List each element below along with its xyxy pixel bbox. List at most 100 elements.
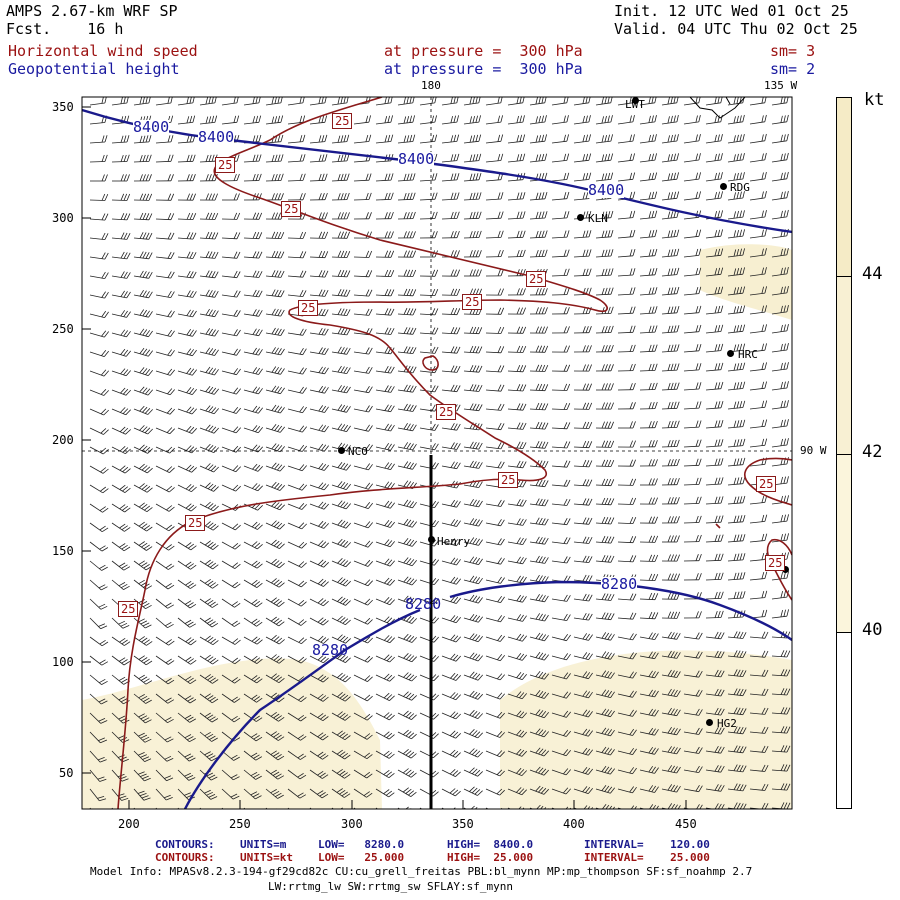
wind-barb-flag (252, 116, 256, 124)
wind-barb (353, 674, 368, 682)
wind-barb-flag (280, 407, 285, 414)
wind-barb (507, 160, 523, 163)
wind-barb-flag (390, 192, 394, 200)
wind-barb-flag (187, 697, 194, 702)
wind-barb-flag (431, 269, 436, 277)
wind-barb-flag (320, 714, 327, 720)
wind-barb-flag (301, 638, 307, 644)
wind-barb (177, 579, 191, 589)
wind-barb-flag (277, 97, 280, 104)
wind-barb-flag (535, 230, 539, 238)
wind-barb (595, 750, 611, 756)
wind-barb-flag (389, 521, 396, 528)
wind-barb (375, 179, 392, 182)
wind-barb (133, 465, 148, 474)
wind-barb-flag (676, 709, 681, 716)
wind-barb-flag (475, 269, 479, 277)
wind-barb-flag (670, 211, 674, 219)
wind-barb-flag (148, 174, 152, 182)
wind-barb-flag (145, 719, 152, 724)
wind-barb (133, 294, 149, 299)
wind-barb-flag (403, 135, 407, 143)
wind-barb-flag (472, 576, 478, 583)
wind-barb-flag (211, 622, 219, 628)
wind-barb-flag (139, 212, 144, 220)
wind-barb-flag (139, 425, 145, 431)
wind-barb-flag (434, 192, 438, 200)
wind-barb-flag (786, 400, 789, 408)
wind-barb-flag (278, 736, 285, 741)
wind-barb-flag (214, 232, 219, 240)
wind-barb-flag (717, 248, 721, 256)
wind-barb (749, 235, 765, 239)
wind-barb-flag (340, 424, 346, 431)
wind-barb-flag (99, 759, 107, 763)
wind-barb (639, 350, 656, 353)
wind-barb-flag (104, 291, 109, 299)
wind-barb-flag (714, 707, 719, 715)
wind-barb-flag (538, 537, 543, 544)
wind-barb-flag (474, 789, 481, 795)
wind-barb-flag (140, 813, 147, 815)
wind-barb-flag (538, 517, 543, 525)
wind-barb-flag (563, 768, 569, 775)
wind-barb-flag (651, 172, 655, 180)
wind-barb (705, 559, 722, 562)
wind-barb-flag (204, 635, 211, 641)
wind-barb-flag (148, 291, 153, 299)
wind-barb-flag (739, 419, 743, 428)
wind-barb (551, 750, 567, 757)
wind-barb (639, 370, 656, 372)
wind-barb-flag (453, 327, 458, 334)
wind-barb-flag (408, 578, 415, 585)
wind-barb-flag (277, 290, 282, 297)
wind-barb-flag (255, 135, 259, 143)
wind-barb (221, 541, 236, 550)
wind-barb-flag (518, 769, 525, 775)
wind-barb (111, 522, 125, 532)
wind-barb-flag (279, 504, 285, 511)
wind-barb (617, 178, 633, 182)
wind-barb-flag (610, 498, 615, 505)
wind-barb-flag (475, 557, 481, 565)
wind-barb (89, 788, 100, 802)
wind-barb-flag (185, 656, 192, 662)
wind-barb-flag (714, 287, 718, 295)
wind-barb-flag (275, 715, 282, 720)
wind-barb-flag (720, 515, 724, 523)
wind-barb-flag (123, 271, 128, 279)
wind-barb-flag (714, 784, 719, 791)
wind-barb-flag (366, 813, 372, 817)
height-label-8400-a: 8400 (133, 118, 170, 136)
wind-barb-flag (452, 751, 459, 757)
wind-barb-flag (342, 618, 349, 624)
wind-barb (617, 102, 633, 106)
wind-barb (749, 750, 765, 753)
wind-barb (287, 294, 303, 297)
wind-barb-flag (742, 305, 746, 313)
wind-barb-flag (209, 562, 217, 568)
wind-barb (661, 331, 678, 334)
wind-barb-flag (475, 327, 480, 334)
wind-barb-flag (739, 439, 743, 447)
wind-barb-flag (544, 480, 549, 487)
wind-barb-flag (667, 440, 671, 447)
wind-barb-flag (720, 591, 724, 599)
wind-barb-flag (780, 362, 783, 370)
wind-barb (617, 655, 633, 660)
wind-barb-flag (318, 97, 321, 104)
wind-barb (309, 617, 324, 626)
wind-barb-flag (538, 710, 544, 717)
wind-barb (617, 236, 633, 239)
field-2-smoothing: sm= 2 (770, 60, 816, 78)
wind-barb-flag (255, 232, 260, 239)
wind-barb-flag (736, 553, 740, 561)
wind-barb-flag (101, 135, 105, 143)
wind-barb (507, 217, 524, 220)
wind-barb-flag (453, 807, 456, 809)
wind-barb (551, 769, 567, 776)
wind-barb (199, 598, 213, 608)
wind-barb-flag (434, 308, 439, 316)
wind-barb-flag (566, 441, 571, 449)
wind-barb (331, 731, 346, 741)
